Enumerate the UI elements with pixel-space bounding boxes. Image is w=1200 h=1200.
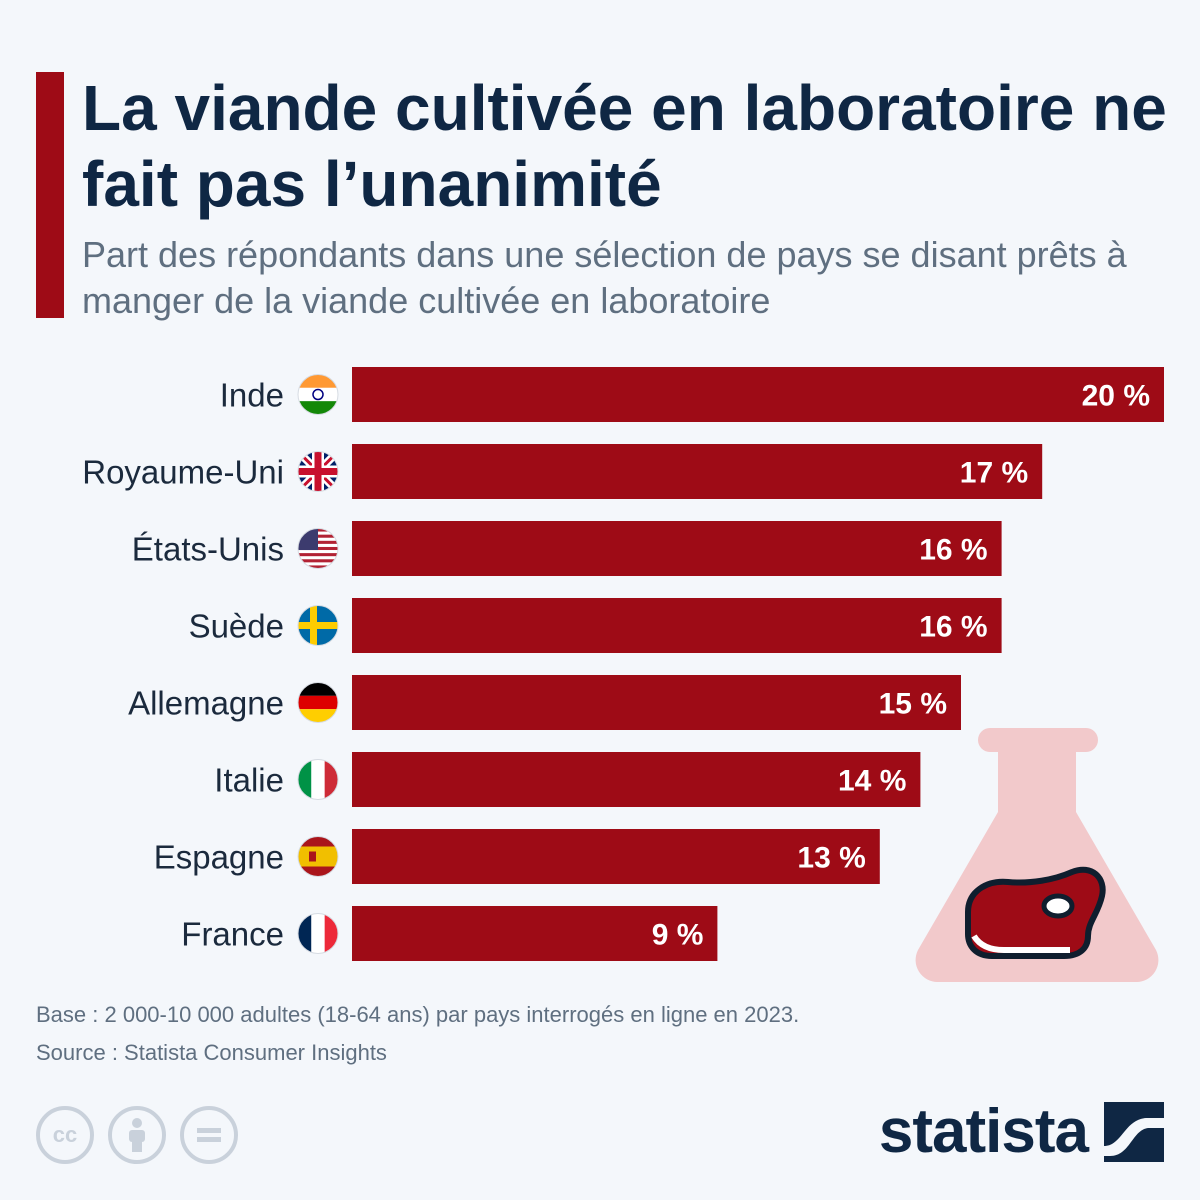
sweden-flag-icon	[298, 605, 338, 646]
category-label: Royaume-Uni	[82, 454, 284, 491]
statista-logo[interactable]: statista	[879, 1096, 1164, 1167]
category-label: Inde	[220, 377, 284, 414]
france-flag-icon	[298, 913, 338, 954]
bar	[352, 675, 961, 730]
statista-logo-icon	[1104, 1101, 1164, 1162]
source-note: Source : Statista Consumer Insights	[36, 1040, 387, 1065]
attribution-icon[interactable]	[108, 1106, 166, 1164]
category-label: Espagne	[154, 839, 284, 876]
bar	[352, 367, 1164, 422]
license-icons: cc	[36, 1106, 238, 1164]
lab-flask-meat-icon	[915, 728, 1159, 982]
chart-title: La viande cultivée en laboratoire ne fai…	[82, 72, 1167, 220]
india-flag-icon	[298, 374, 338, 415]
bar	[352, 444, 1043, 499]
bar-value-label: 20 %	[1082, 380, 1150, 413]
bar-value-label: 16 %	[919, 534, 987, 567]
bar	[352, 906, 718, 961]
category-label: Italie	[214, 762, 284, 799]
bar	[352, 598, 1002, 653]
bar-value-label: 9 %	[652, 919, 704, 952]
bar	[352, 829, 880, 884]
bar-value-label: 13 %	[797, 842, 865, 875]
bar-value-label: 14 %	[838, 765, 906, 798]
title-accent-bar	[36, 72, 64, 318]
category-label: Allemagne	[128, 685, 284, 722]
base-note: Base : 2 000-10 000 adultes (18-64 ans) …	[36, 1002, 800, 1027]
germany-flag-icon	[298, 682, 338, 723]
bar	[352, 521, 1002, 576]
category-label: États-Unis	[132, 531, 284, 568]
brand-name: statista	[878, 1097, 1089, 1166]
bar-value-label: 17 %	[960, 457, 1028, 490]
no-derivatives-icon[interactable]	[180, 1106, 238, 1164]
bar	[352, 752, 921, 807]
bar-chart: Inde 20 % Royaume-Uni 17 % États-Unis 16 % Suè…	[82, 367, 1164, 961]
chart-subtitle: Part des répondants dans une sélection d…	[82, 234, 1127, 321]
category-label: Suède	[189, 608, 284, 645]
uk-flag-icon	[298, 451, 338, 492]
category-label: France	[181, 916, 284, 953]
cc-icon[interactable]: cc	[36, 1106, 94, 1164]
italy-flag-icon	[298, 759, 338, 800]
bar-value-label: 15 %	[879, 688, 947, 721]
spain-flag-icon	[298, 836, 338, 877]
bar-value-label: 16 %	[919, 611, 987, 644]
